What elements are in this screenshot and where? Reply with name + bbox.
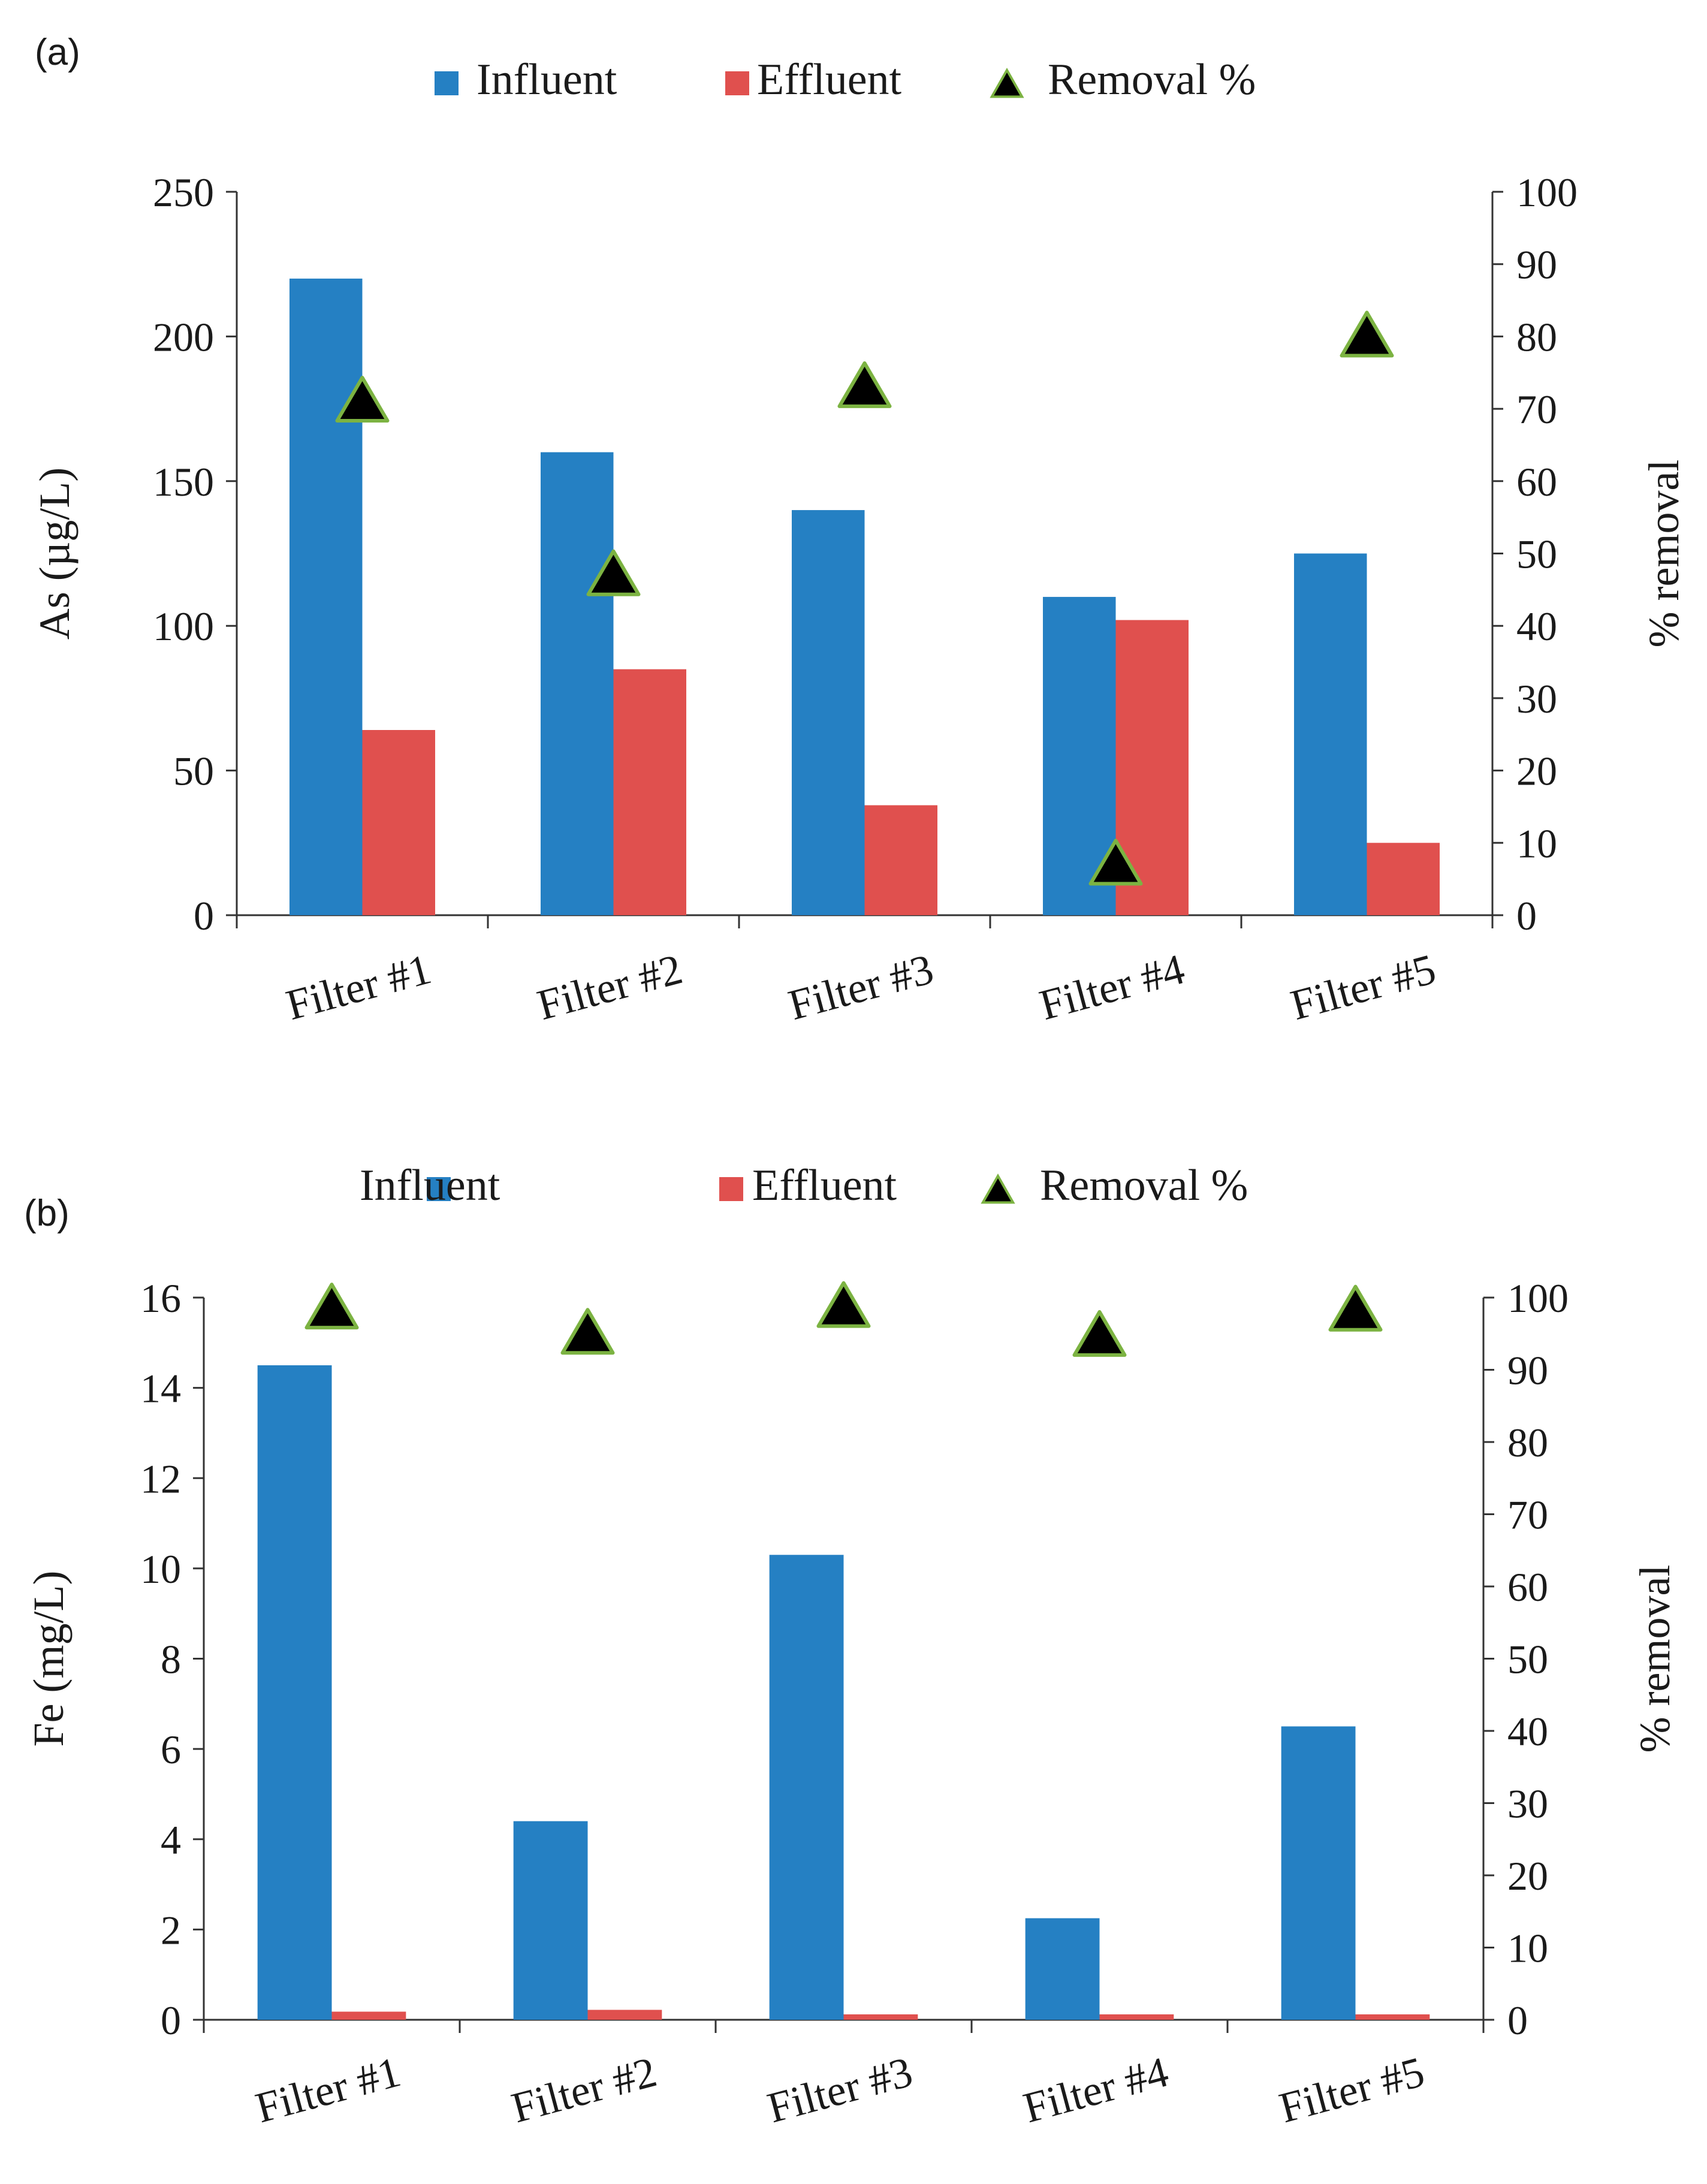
effluent-bar xyxy=(362,730,436,915)
category-label: Filter #1 xyxy=(281,945,436,1029)
removal-marker xyxy=(837,361,892,408)
legend-swatch-removal xyxy=(981,1173,1015,1204)
y2-tick-label: 30 xyxy=(1516,676,1557,722)
category-label: Filter #3 xyxy=(783,945,938,1029)
y-tick-label: 2 xyxy=(161,1907,181,1953)
y-tick-label: 12 xyxy=(140,1456,181,1501)
y-tick-label: 14 xyxy=(140,1366,181,1411)
y-tick-label: 10 xyxy=(140,1546,181,1592)
legend-swatch-influent xyxy=(427,1177,451,1201)
y2-tick-label: 80 xyxy=(1516,314,1557,360)
effluent-bar xyxy=(1099,2014,1174,2020)
category-label: Filter #4 xyxy=(1035,945,1189,1029)
y-axis-title: As (µg/L) xyxy=(31,467,79,639)
effluent-bar xyxy=(864,805,938,915)
legend-label-influent: Influent xyxy=(360,1161,500,1210)
legend-label-effluent: Effluent xyxy=(752,1161,897,1210)
y-axis-title: Fe (mg/L) xyxy=(25,1571,73,1747)
effluent-bar xyxy=(1355,2014,1430,2020)
category-label: Filter #5 xyxy=(1286,945,1440,1029)
y-tick-label: 8 xyxy=(161,1637,181,1682)
y2-tick-label: 100 xyxy=(1516,170,1578,215)
y2-tick-label: 60 xyxy=(1507,1564,1548,1610)
effluent-bar xyxy=(331,2011,406,2020)
panel-label: (a) xyxy=(35,32,80,73)
y-tick-label: 100 xyxy=(153,604,214,649)
category-label: Filter #1 xyxy=(251,2047,405,2132)
y2-tick-label: 90 xyxy=(1507,1348,1548,1393)
y2-tick-label: 60 xyxy=(1516,459,1557,505)
y-tick-label: 0 xyxy=(194,893,214,939)
influent-bar xyxy=(289,278,363,916)
y2-tick-label: 50 xyxy=(1507,1637,1548,1682)
removal-marker xyxy=(335,376,390,423)
y2-tick-label: 30 xyxy=(1507,1781,1548,1827)
y2-tick-label: 0 xyxy=(1516,893,1537,939)
y-tick-label: 150 xyxy=(153,459,214,505)
legend-label-removal: Removal % xyxy=(1040,1161,1248,1210)
y-tick-label: 0 xyxy=(161,1998,181,2043)
y2-tick-label: 20 xyxy=(1507,1853,1548,1899)
y2-tick-label: 0 xyxy=(1507,1998,1528,2043)
legend-label-effluent: Effluent xyxy=(757,55,902,104)
y2-tick-label: 90 xyxy=(1516,242,1557,288)
removal-marker xyxy=(586,549,641,596)
y-tick-label: 16 xyxy=(140,1275,181,1321)
removal-marker xyxy=(1328,1284,1383,1332)
legend-label-influent: Influent xyxy=(476,55,617,104)
legend-label-removal: Removal % xyxy=(1048,55,1256,104)
influent-bar xyxy=(513,1821,588,2020)
y2-tick-label: 50 xyxy=(1516,532,1557,577)
y2-tick-label: 20 xyxy=(1516,749,1557,794)
y-tick-label: 50 xyxy=(173,749,214,794)
removal-marker xyxy=(560,1308,615,1355)
panel-label: (b) xyxy=(24,1193,70,1234)
chart-a: (a) 0 50 100 150 200 250 0 10 20 30 40 50 60 70 80 90 100… xyxy=(31,32,1688,1029)
influent-bar xyxy=(1025,1918,1100,2020)
y2-tick-label: 10 xyxy=(1516,820,1557,866)
chart-b: (b) 0 2 4 6 8 10 12 14 16 0 10 20 30 40 50 60 70 80 90 100 Fe… xyxy=(24,1161,1679,2132)
y2-tick-label: 40 xyxy=(1516,604,1557,649)
legend-swatch-effluent xyxy=(725,71,749,95)
influent-bar xyxy=(540,452,614,915)
y2-tick-label: 80 xyxy=(1507,1420,1548,1465)
removal-marker xyxy=(1088,838,1143,886)
y2-tick-label: 70 xyxy=(1507,1492,1548,1538)
effluent-bar xyxy=(843,2014,918,2020)
y2-tick-label: 100 xyxy=(1507,1275,1569,1321)
y2-axis-title: % removal xyxy=(1640,460,1688,648)
removal-marker xyxy=(816,1281,871,1328)
category-label: Filter #2 xyxy=(506,2047,661,2132)
legend-swatch-removal xyxy=(990,67,1024,98)
y-tick-label: 6 xyxy=(161,1727,181,1772)
influent-bar xyxy=(791,510,865,915)
influent-bar xyxy=(769,1555,844,2020)
influent-bar xyxy=(1281,1726,1356,2020)
removal-marker xyxy=(1072,1310,1127,1357)
removal-marker xyxy=(304,1283,359,1330)
legend-swatch-influent xyxy=(435,71,459,95)
y2-tick-label: 70 xyxy=(1516,387,1557,432)
y2-axis-title: % removal xyxy=(1631,1565,1679,1753)
y-tick-label: 200 xyxy=(153,314,214,360)
category-label: Filter #2 xyxy=(532,945,687,1029)
influent-bar xyxy=(257,1365,332,2020)
category-label: Filter #5 xyxy=(1274,2047,1429,2132)
removal-marker xyxy=(1340,310,1394,358)
legend-swatch-effluent xyxy=(719,1177,743,1201)
y-tick-label: 4 xyxy=(161,1817,181,1863)
y-tick-label: 250 xyxy=(153,170,214,215)
influent-bar xyxy=(1293,553,1367,915)
category-label: Filter #4 xyxy=(1018,2047,1173,2132)
effluent-bar xyxy=(587,2010,662,2020)
effluent-bar xyxy=(1367,843,1440,915)
category-label: Filter #3 xyxy=(762,2047,917,2132)
y2-tick-label: 40 xyxy=(1507,1709,1548,1754)
y2-tick-label: 10 xyxy=(1507,1926,1548,1971)
effluent-bar xyxy=(613,669,687,915)
